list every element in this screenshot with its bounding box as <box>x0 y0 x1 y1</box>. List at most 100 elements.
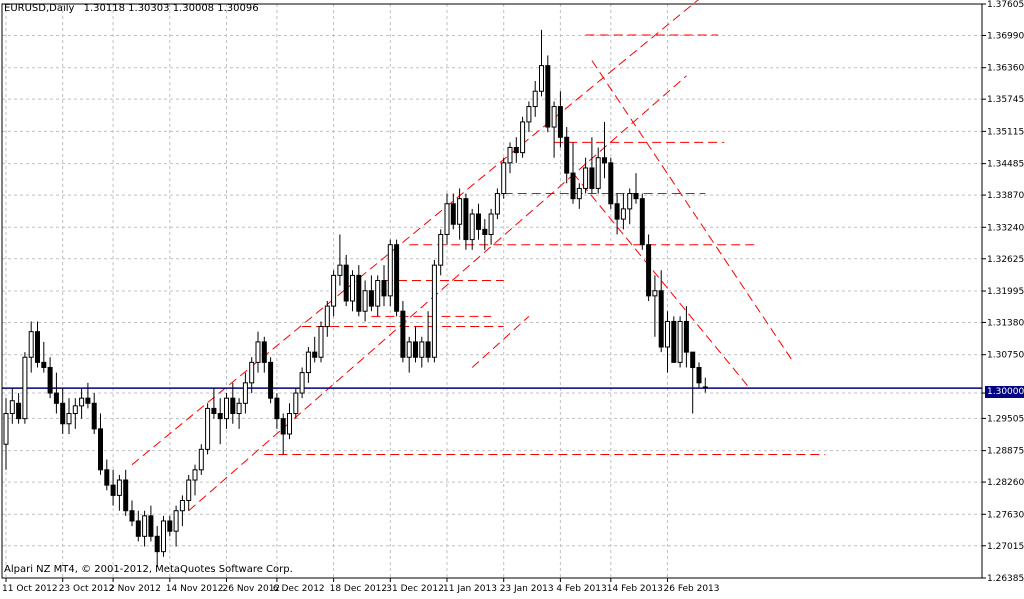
candle <box>375 275 381 317</box>
candle <box>476 203 481 240</box>
candle <box>161 515 166 557</box>
candle <box>469 208 475 250</box>
candle <box>494 188 500 220</box>
candle <box>230 382 236 424</box>
candle-body <box>413 341 418 358</box>
candle <box>602 121 607 179</box>
candle-body <box>274 397 280 420</box>
candle-body <box>633 193 639 200</box>
candle <box>249 357 255 394</box>
candle-body <box>583 167 589 189</box>
candle <box>557 91 563 148</box>
candle-body <box>381 280 387 297</box>
candle-body <box>494 193 500 215</box>
candle-body <box>211 407 217 415</box>
candle-body <box>406 341 412 358</box>
candle <box>520 116 526 158</box>
candle <box>3 398 9 470</box>
candle-body <box>368 290 374 307</box>
candle-body <box>576 187 582 200</box>
candle <box>337 234 343 286</box>
candle-body <box>53 392 59 404</box>
x-tick-label: 26 Nov 2012 <box>223 584 281 594</box>
candle-body <box>507 147 513 164</box>
candle <box>652 275 658 337</box>
candle-body <box>476 213 481 230</box>
candle-body <box>457 198 463 225</box>
candle <box>463 193 469 250</box>
candle-body <box>135 520 141 537</box>
candle <box>665 311 670 373</box>
candle <box>224 393 229 429</box>
y-tick-label: 1.37605 <box>987 0 1024 10</box>
candle <box>22 352 28 424</box>
candle-body <box>66 413 72 425</box>
trendline <box>572 172 750 389</box>
candle-body <box>242 382 248 404</box>
candle <box>192 464 198 496</box>
y-tick-label: 1.35745 <box>987 95 1024 105</box>
y-tick-label: 1.33240 <box>987 223 1024 233</box>
y-tick-label: 1.27630 <box>987 510 1024 520</box>
candle-body <box>287 413 292 435</box>
candle-body <box>337 264 343 276</box>
candle-body <box>186 479 192 501</box>
candle-body <box>110 484 116 496</box>
candle <box>431 260 437 363</box>
candle <box>646 234 652 301</box>
candle-body <box>469 213 475 241</box>
candle <box>658 270 664 353</box>
candle <box>608 157 614 209</box>
candle <box>639 193 645 250</box>
candle-body <box>696 366 702 384</box>
candle-body <box>22 356 28 420</box>
candle-body <box>614 203 620 220</box>
candle <box>331 270 337 317</box>
candle-body <box>41 361 47 368</box>
candle-body <box>375 280 381 307</box>
x-tick-label: 4 Feb 2013 <box>556 584 606 594</box>
candle <box>16 393 22 424</box>
candle-body <box>362 290 368 312</box>
candle <box>255 331 261 373</box>
x-tick-label: 14 Nov 2012 <box>166 584 224 594</box>
candle <box>129 500 135 527</box>
trendline <box>471 315 530 368</box>
y-tick-label: 1.35115 <box>987 127 1024 137</box>
candle-body <box>217 413 223 420</box>
candle <box>620 193 626 230</box>
candle <box>457 188 463 240</box>
candle <box>356 265 362 317</box>
candle-body <box>438 233 444 266</box>
candle-body <box>205 407 211 450</box>
candle <box>413 326 418 363</box>
candle <box>305 347 311 383</box>
candle <box>677 316 683 368</box>
x-tick-label: 11 Jan 2013 <box>443 584 497 594</box>
candle-body <box>400 310 406 358</box>
candle-body <box>129 510 135 522</box>
x-tick-label: 14 Feb 2013 <box>607 584 663 594</box>
trendline <box>591 60 794 363</box>
candle <box>318 321 324 363</box>
candle <box>343 254 349 307</box>
candle <box>539 29 544 97</box>
candle-body <box>3 413 9 445</box>
candle <box>268 357 274 404</box>
candle <box>274 393 280 429</box>
candle-body <box>28 331 34 358</box>
candle <box>444 193 450 245</box>
candle-body <box>305 351 311 374</box>
candle-body <box>350 274 355 302</box>
candle <box>526 101 532 133</box>
candle <box>513 137 519 163</box>
x-tick-label: 23 Jan 2013 <box>500 584 554 594</box>
candle-body <box>123 479 129 512</box>
candle-body <box>639 198 645 246</box>
candle <box>387 239 393 307</box>
candle <box>400 300 406 363</box>
candle-body <box>690 351 696 368</box>
candle-body <box>91 402 97 430</box>
